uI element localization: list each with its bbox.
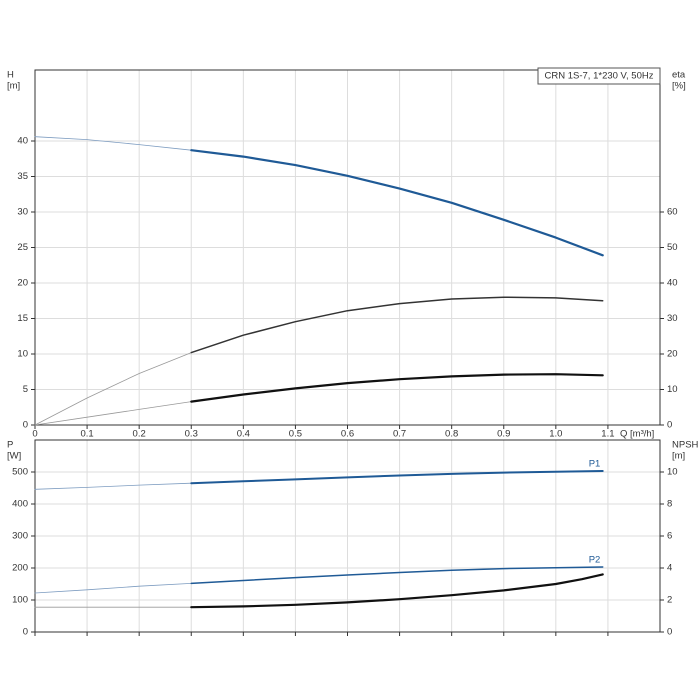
y-tick-label: 0	[23, 420, 28, 431]
y2-axis-label: NPSH	[672, 440, 699, 451]
curve-label: P1	[589, 459, 601, 470]
y2-tick-label: 30	[667, 313, 678, 324]
y-tick-label: 500	[12, 467, 28, 478]
curve	[34, 401, 192, 426]
y2-tick-label: 40	[667, 278, 678, 289]
y2-tick-label: 4	[667, 563, 672, 574]
x-tick-label: 1.0	[549, 429, 562, 440]
curve	[190, 573, 604, 609]
x-tick-label: 0	[32, 429, 37, 440]
curve	[190, 373, 604, 403]
x-tick-label: 0.4	[237, 429, 250, 440]
y2-tick-label: 0	[667, 627, 672, 638]
y-axis-label: [W]	[7, 451, 21, 462]
y2-tick-label: 6	[667, 531, 672, 542]
x-tick-label: 0.2	[133, 429, 146, 440]
x-tick-label: 0.3	[185, 429, 198, 440]
y2-tick-label: 60	[667, 207, 678, 218]
y2-tick-label: 20	[667, 349, 678, 360]
x-tick-label: 0.9	[497, 429, 510, 440]
y-tick-label: 25	[17, 242, 28, 253]
curve	[34, 352, 192, 426]
plot-frame	[34, 69, 661, 426]
x-tick-label: 1.1	[601, 429, 614, 440]
y-tick-label: 5	[23, 384, 28, 395]
x-axis-label: Q [m³/h]	[620, 429, 654, 440]
annotation-box	[537, 67, 661, 85]
curve	[190, 149, 604, 257]
y-tick-label: 200	[12, 563, 28, 574]
y-tick-label: 35	[17, 171, 28, 182]
y-tick-label: 400	[12, 499, 28, 510]
x-tick-label: 0.1	[80, 429, 93, 440]
y-axis-label: [m]	[7, 81, 20, 92]
y2-axis-label: [m]	[672, 451, 685, 462]
y-tick-label: 0	[23, 627, 28, 638]
y-tick-label: 10	[17, 349, 28, 360]
y2-tick-label: 50	[667, 242, 678, 253]
x-tick-label: 0.8	[445, 429, 458, 440]
y2-tick-label: 8	[667, 499, 672, 510]
plot-frame	[34, 439, 661, 633]
y-tick-label: 300	[12, 531, 28, 542]
x-tick-label: 0.5	[289, 429, 302, 440]
curve	[34, 136, 192, 151]
curve	[34, 583, 192, 594]
curve	[190, 566, 604, 585]
curve	[190, 470, 604, 485]
y-tick-label: 15	[17, 313, 28, 324]
y-axis-label: H	[7, 70, 14, 81]
y2-tick-label: 2	[667, 595, 672, 606]
annotation: CRN 1S-7, 1*230 V, 50Hz	[545, 71, 654, 82]
y2-tick-label: 0	[667, 420, 672, 431]
x-tick-label: 0.7	[393, 429, 406, 440]
y-tick-label: 30	[17, 207, 28, 218]
curve	[34, 482, 192, 490]
y2-axis-label: eta	[672, 70, 686, 81]
y2-axis-label: [%]	[672, 81, 686, 92]
y2-tick-label: 10	[667, 467, 678, 478]
curve	[190, 296, 604, 354]
y-tick-label: 100	[12, 595, 28, 606]
y-tick-label: 40	[17, 136, 28, 147]
x-tick-label: 0.6	[341, 429, 354, 440]
y2-tick-label: 10	[667, 384, 678, 395]
y-tick-label: 20	[17, 278, 28, 289]
y-axis-label: P	[7, 440, 13, 451]
curve-label: P2	[589, 555, 601, 566]
